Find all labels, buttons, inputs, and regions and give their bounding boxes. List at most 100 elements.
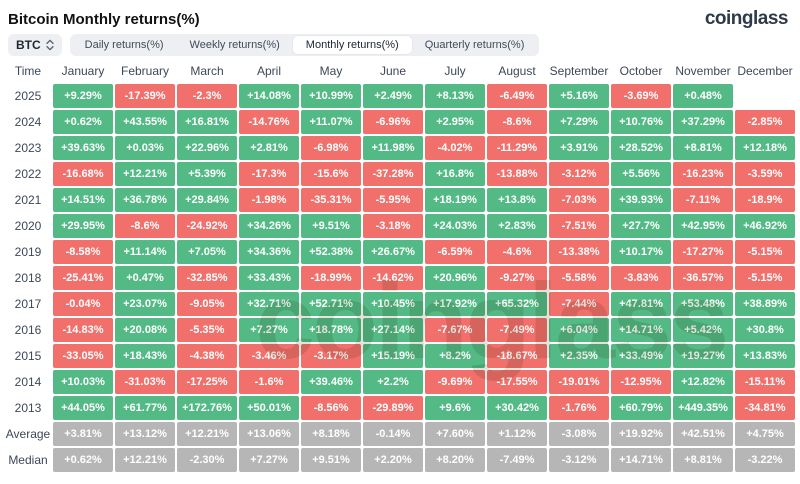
return-cell: +60.79% <box>611 396 671 420</box>
row-label: 2022 <box>14 167 42 181</box>
row-label: Median <box>8 453 48 467</box>
row-label: 2014 <box>14 375 42 389</box>
return-cell: +20.08% <box>115 318 175 342</box>
row-label: 2019 <box>14 245 42 259</box>
column-header: December <box>737 64 793 78</box>
return-cell: +11.98% <box>363 136 423 160</box>
return-cell: +47.81% <box>611 292 671 316</box>
return-cell: +39.93% <box>611 188 671 212</box>
tab-weekly[interactable]: Weekly returns(%) <box>189 39 280 51</box>
return-cell: +11.14% <box>115 240 175 264</box>
return-cell: -5.58% <box>549 266 609 290</box>
return-cell: +42.51% <box>673 422 733 446</box>
return-cell: +7.27% <box>239 448 299 472</box>
return-cell: +14.51% <box>53 188 113 212</box>
return-cell: +24.03% <box>425 214 485 238</box>
return-cell: +7.05% <box>177 240 237 264</box>
return-cell: +5.56% <box>611 162 671 186</box>
return-cell: +34.26% <box>239 214 299 238</box>
return-cell: +9.51% <box>301 214 361 238</box>
return-cell: +8.81% <box>673 136 733 160</box>
return-cell: +5.42% <box>673 318 733 342</box>
return-cell: +10.76% <box>611 110 671 134</box>
table-row: 2018 -25.41% +0.47% -32.85% +33.43% -18.99% -1… <box>5 266 795 290</box>
return-cell: +52.38% <box>301 240 361 264</box>
tab-monthly[interactable]: Monthly returns(%) <box>292 36 412 54</box>
return-cell: +0.03% <box>115 136 175 160</box>
return-cell: -6.98% <box>301 136 361 160</box>
return-cell: +52.71% <box>301 292 361 316</box>
return-cell: -17.39% <box>115 84 175 108</box>
table-row: 2019 -8.58% +11.14% +7.05% +34.36% +52.38% +26… <box>5 240 795 264</box>
column-header: November <box>675 64 731 78</box>
return-cell: +34.36% <box>239 240 299 264</box>
return-cell: +13.12% <box>115 422 175 446</box>
return-cell: -24.92% <box>177 214 237 238</box>
return-cell: +36.78% <box>115 188 175 212</box>
return-cell: +10.03% <box>53 370 113 394</box>
return-cell: +12.21% <box>115 448 175 472</box>
return-cell: -29.89% <box>363 396 423 420</box>
return-cell: -15.6% <box>301 162 361 186</box>
symbol-select[interactable]: BTC <box>8 34 62 56</box>
return-cell: +8.13% <box>425 84 485 108</box>
header-row: Time January February March April May June July… <box>5 60 795 82</box>
return-cell: +65.32% <box>487 292 547 316</box>
tab-daily[interactable]: Daily returns(%) <box>84 39 164 51</box>
return-cell: +15.19% <box>363 344 423 368</box>
return-cell: -14.76% <box>239 110 299 134</box>
column-header: June <box>379 64 407 78</box>
return-cell: +32.71% <box>239 292 299 316</box>
row-label: 2023 <box>14 141 42 155</box>
return-cell: +16.8% <box>425 162 485 186</box>
return-cell: -17.27% <box>673 240 733 264</box>
return-cell: +53.48% <box>673 292 733 316</box>
return-cell: -3.18% <box>363 214 423 238</box>
tab-quarterly[interactable]: Quarterly returns(%) <box>424 39 525 51</box>
row-label: 2016 <box>14 323 42 337</box>
return-cell: +39.63% <box>53 136 113 160</box>
return-cell: +38.89% <box>735 292 795 316</box>
return-cell: -8.56% <box>301 396 361 420</box>
return-cell: -17.25% <box>177 370 237 394</box>
table-row: 2016 -14.83% +20.08% -5.35% +7.27% +18.78% +27… <box>5 318 795 342</box>
return-cell: +0.62% <box>53 448 113 472</box>
return-cell: +2.2% <box>363 370 423 394</box>
return-cell: -8.6% <box>115 214 175 238</box>
return-cell: +13.06% <box>239 422 299 446</box>
table-row: 2025 +9.29% -17.39% -2.3% +14.08% +10.99% +2.4… <box>5 84 795 108</box>
page-title: Bitcoin Monthly returns(%) <box>8 10 200 28</box>
row-label: 2020 <box>14 219 42 233</box>
return-cell: +11.07% <box>301 110 361 134</box>
return-cell: +37.29% <box>673 110 733 134</box>
return-cell: -18.99% <box>301 266 361 290</box>
return-cell: +9.6% <box>425 396 485 420</box>
return-cell: +7.27% <box>239 318 299 342</box>
return-cell: +13.83% <box>735 344 795 368</box>
return-cell: +10.45% <box>363 292 423 316</box>
return-cell: +33.49% <box>611 344 671 368</box>
return-cell: -16.68% <box>53 162 113 186</box>
return-cell: +18.19% <box>425 188 485 212</box>
table-row: 2014 +10.03% -31.03% -17.25% -1.6% +39.46% +2.… <box>5 370 795 394</box>
return-cell: -1.76% <box>549 396 609 420</box>
table-row: 2023 +39.63% +0.03% +22.96% +2.81% -6.98% +11.… <box>5 136 795 160</box>
return-cell: +46.92% <box>735 214 795 238</box>
return-cell: +12.82% <box>673 370 733 394</box>
return-cell: -15.11% <box>735 370 795 394</box>
return-cell: -33.05% <box>53 344 113 368</box>
column-header: April <box>256 64 281 78</box>
return-cell: +42.95% <box>673 214 733 238</box>
return-cell: +27.14% <box>363 318 423 342</box>
return-cell: -25.41% <box>53 266 113 290</box>
return-cell: -18.67% <box>487 344 547 368</box>
table-row: Median +0.62% +12.21% -2.30% +7.27% +9.51% +2.… <box>5 448 795 472</box>
return-cell: -32.85% <box>177 266 237 290</box>
return-cell: +1.12% <box>487 422 547 446</box>
return-cell: -5.15% <box>735 266 795 290</box>
return-cell: -5.15% <box>735 240 795 264</box>
return-cell: -7.49% <box>487 318 547 342</box>
row-label: 2025 <box>14 89 42 103</box>
return-cell: -9.69% <box>425 370 485 394</box>
return-cell: +0.47% <box>115 266 175 290</box>
